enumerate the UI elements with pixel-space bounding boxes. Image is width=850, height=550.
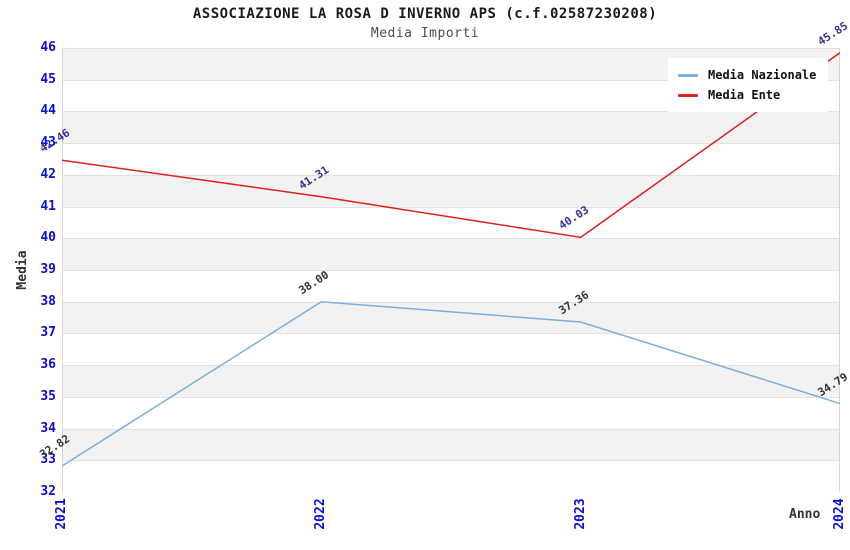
legend: Media Nazionale Media Ente — [668, 58, 829, 112]
y-tick-label: 32 — [40, 484, 56, 499]
plot-band — [62, 428, 840, 461]
plot-band — [62, 238, 840, 270]
plot-band — [62, 365, 840, 397]
series-line — [62, 52, 840, 239]
y-tick-label: 40 — [40, 230, 56, 246]
y-tick-label: 37 — [40, 325, 56, 341]
legend-item: Media Ente — [678, 85, 816, 105]
y-tick-label: 45 — [40, 71, 56, 87]
y-tick-label: 39 — [40, 262, 56, 277]
y-tick-label: 33 — [40, 452, 56, 468]
y-tick-label: 38 — [40, 293, 56, 309]
data-label: 45.85 — [815, 18, 850, 48]
series-line — [62, 300, 840, 467]
legend-line-icon — [678, 93, 698, 97]
x-tick-label: 2024 — [832, 498, 847, 530]
legend-item: Media Nazionale — [678, 65, 816, 85]
chart-title: ASSOCIAZIONE LA ROSA D INVERNO APS (c.f.… — [192, 6, 658, 22]
y-tick-label: 46 — [40, 40, 56, 55]
legend-line-icon — [678, 73, 698, 77]
y-tick-label: 36 — [40, 357, 56, 373]
y-tick-label: 42 — [40, 166, 56, 182]
y-tick-label: 41 — [40, 198, 56, 214]
legend-label: Media Nazionale — [708, 68, 817, 82]
x-tick-label: 2022 — [313, 498, 329, 530]
plot-band — [62, 174, 840, 207]
y-tick-label: 44 — [40, 103, 56, 119]
plot-band — [62, 301, 840, 334]
y-tick-label: 43 — [40, 135, 56, 151]
y-tick-label: 34 — [40, 420, 56, 436]
chart-canvas — [62, 48, 840, 492]
plot-area — [62, 48, 840, 492]
x-tick-label: 2023 — [572, 498, 588, 530]
x-tick-label: 2021 — [54, 498, 69, 530]
x-axis-label: Anno — [789, 507, 821, 522]
y-tick-label: 35 — [40, 388, 56, 404]
legend-label: Media Ente — [708, 88, 781, 102]
plot-band — [62, 111, 840, 144]
chart-subtitle: Media Importi — [370, 26, 480, 41]
